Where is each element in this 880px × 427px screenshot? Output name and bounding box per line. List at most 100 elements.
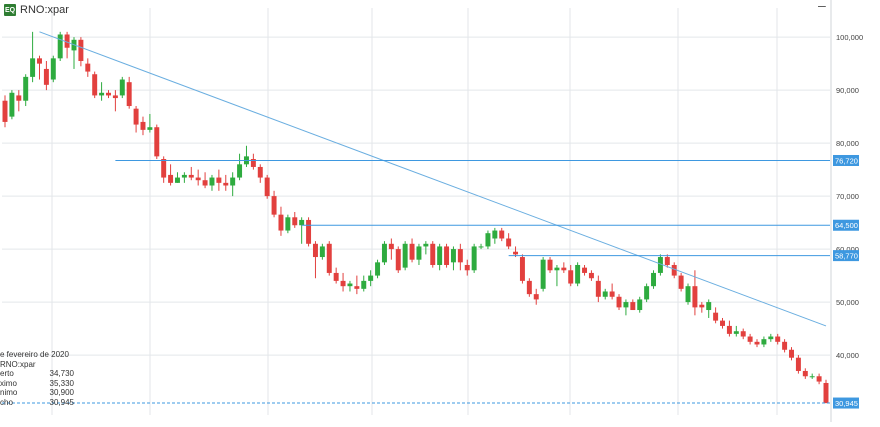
candle-body bbox=[78, 39, 84, 61]
candle-body bbox=[526, 280, 532, 295]
candle-body bbox=[540, 259, 546, 289]
candle-body bbox=[444, 246, 450, 265]
info-value: 30,900 bbox=[49, 388, 74, 397]
candle-body bbox=[416, 246, 422, 260]
candle-body bbox=[457, 249, 463, 263]
info-row-high: ximo 35,330 bbox=[0, 379, 74, 389]
candle-body bbox=[285, 217, 291, 231]
candle-body bbox=[64, 34, 70, 48]
candle-body bbox=[306, 219, 312, 244]
candle-body bbox=[30, 58, 36, 77]
candle-body bbox=[174, 177, 180, 183]
candle-body bbox=[140, 121, 146, 130]
info-label: cho bbox=[0, 397, 13, 407]
level-tag-label: 64,500 bbox=[835, 221, 858, 230]
candle-body bbox=[630, 302, 636, 311]
drawn-lines bbox=[2, 31, 830, 404]
last-price-tag-label: 30,945 bbox=[835, 399, 858, 408]
candle-body bbox=[209, 177, 215, 186]
candle-body bbox=[671, 264, 677, 276]
candle-body bbox=[609, 291, 615, 297]
candle-body bbox=[195, 177, 201, 181]
candle-body bbox=[761, 339, 767, 345]
candle-body bbox=[657, 257, 663, 273]
candle-body bbox=[147, 127, 153, 130]
candle-body bbox=[450, 249, 456, 263]
candle-body bbox=[381, 243, 387, 263]
candle-body bbox=[437, 246, 443, 265]
level-tag-label: 58,770 bbox=[835, 252, 858, 261]
candle-body bbox=[264, 177, 270, 197]
candle-body bbox=[492, 230, 498, 239]
candle-body bbox=[126, 82, 132, 107]
candle-body bbox=[789, 349, 794, 358]
candle-body bbox=[99, 92, 105, 96]
candle-body bbox=[43, 68, 49, 85]
candle-body bbox=[664, 257, 670, 265]
candle-body bbox=[16, 95, 22, 101]
candle-body bbox=[230, 177, 236, 186]
candle-body bbox=[726, 325, 732, 334]
candle-body bbox=[802, 370, 808, 377]
candle-body bbox=[561, 267, 567, 271]
candle-body bbox=[644, 286, 650, 300]
candle-body bbox=[57, 34, 63, 59]
candle-body bbox=[23, 76, 29, 101]
candle-body bbox=[616, 296, 622, 308]
candle-body bbox=[106, 92, 111, 96]
candle-body bbox=[237, 164, 243, 178]
y-tick-label: 50,000 bbox=[836, 298, 859, 307]
candle-body bbox=[188, 174, 194, 178]
candle-body bbox=[754, 341, 760, 345]
candle-body bbox=[161, 159, 167, 178]
candle-body bbox=[795, 357, 801, 371]
candle-body bbox=[568, 270, 574, 284]
symbol-title: RNO:xpar bbox=[20, 4, 69, 16]
candle-body bbox=[685, 286, 691, 303]
candle-body bbox=[582, 267, 588, 273]
candle-body bbox=[37, 58, 42, 64]
candle-body bbox=[692, 286, 698, 308]
equity-badge: EQ bbox=[4, 4, 16, 16]
candle-body bbox=[464, 264, 470, 271]
info-row-low: nimo 30,900 bbox=[0, 388, 74, 398]
candle-body bbox=[154, 127, 160, 157]
candle-body bbox=[809, 376, 815, 378]
candle-body bbox=[312, 243, 318, 258]
candle-body bbox=[423, 243, 429, 247]
candle-body bbox=[588, 272, 594, 279]
candle-body bbox=[299, 219, 305, 226]
info-symbol: RNO:xpar bbox=[0, 359, 36, 369]
candle-body bbox=[319, 246, 325, 258]
price-tags: 76,720 64,500 58,770 30,945 bbox=[833, 154, 859, 409]
candle-body bbox=[368, 275, 374, 281]
candle-body bbox=[733, 331, 739, 334]
info-row-open: erto 34,730 bbox=[0, 369, 74, 379]
trendline bbox=[39, 31, 827, 327]
candle-body bbox=[623, 302, 629, 308]
minimize-button[interactable]: – bbox=[818, 0, 826, 13]
candle-body bbox=[181, 174, 187, 178]
candle-body bbox=[112, 95, 118, 99]
last-price-tag-bg bbox=[833, 397, 859, 409]
candle-body bbox=[168, 174, 174, 183]
candle-body bbox=[361, 280, 367, 289]
level-tag-bg bbox=[833, 154, 859, 166]
candle-body bbox=[816, 376, 822, 382]
chart-header: EQ RNO:xpar bbox=[4, 2, 69, 18]
candle-body bbox=[554, 267, 560, 271]
candle-body bbox=[133, 108, 139, 125]
candle-body bbox=[720, 320, 725, 326]
y-axis-ticks: 40,000 50,000 60,000 70,000 80,000 90,000 100,… bbox=[836, 33, 863, 360]
chart-grid bbox=[2, 0, 832, 422]
candle-body bbox=[278, 214, 284, 231]
candle-body bbox=[471, 246, 477, 271]
y-tick-label: 70,000 bbox=[836, 192, 859, 201]
candle-body bbox=[395, 249, 401, 271]
candle-body bbox=[768, 336, 774, 340]
candle-body bbox=[50, 58, 56, 80]
candle-body bbox=[478, 246, 484, 248]
y-tick-label: 40,000 bbox=[836, 351, 859, 360]
candle-body bbox=[375, 262, 381, 276]
